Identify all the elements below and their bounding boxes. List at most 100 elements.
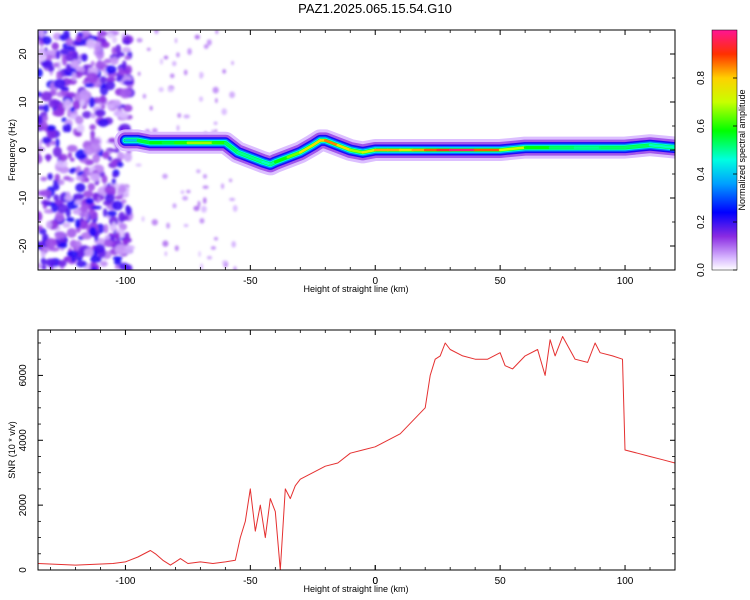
noise-speckle — [92, 153, 101, 164]
noise-speckle — [54, 231, 66, 241]
noise-speckle — [90, 205, 102, 210]
noise-speckle — [41, 264, 47, 270]
noise-speckle — [58, 241, 68, 249]
noise-speckle — [52, 146, 62, 158]
noise-speckle — [105, 77, 117, 82]
noise-speckle — [176, 125, 180, 132]
ridge-segment — [623, 143, 652, 149]
noise-speckle — [56, 71, 62, 77]
noise-speckle — [232, 204, 238, 212]
noise-speckle — [115, 257, 121, 263]
noise-speckle — [68, 168, 76, 174]
noise-speckle — [120, 88, 132, 98]
noise-speckle — [137, 71, 141, 76]
noise-speckle — [228, 178, 233, 183]
noise-speckle — [40, 176, 48, 182]
noise-speckle — [52, 181, 60, 191]
noise-speckle — [38, 154, 43, 164]
noise-speckle — [99, 75, 107, 84]
noise-speckle — [66, 92, 76, 98]
y-tick-label: 0 — [18, 147, 29, 153]
noise-speckle — [199, 218, 205, 224]
noise-speckle — [71, 71, 77, 81]
noise-speckle — [112, 36, 118, 44]
noise-speckle — [94, 244, 105, 253]
noise-speckle — [51, 42, 59, 51]
noise-speckle — [84, 210, 89, 221]
noise-speckle — [215, 98, 218, 104]
noise-speckle — [75, 115, 84, 125]
noise-speckle — [99, 95, 107, 104]
noise-speckle — [118, 69, 126, 76]
ridge-segment — [648, 143, 675, 149]
ridge-segment — [274, 155, 290, 164]
noise-speckle — [206, 255, 213, 260]
noise-speckle — [203, 44, 209, 50]
noise-speckle — [74, 131, 83, 137]
noise-speckle — [176, 52, 180, 58]
ridge-segment — [286, 151, 302, 159]
noise-speckle — [46, 125, 57, 132]
noise-speckle — [99, 260, 108, 267]
noise-speckle — [75, 35, 82, 43]
noise-speckle — [42, 36, 52, 45]
ridge-segment — [261, 160, 272, 166]
noise-speckle — [202, 185, 209, 189]
noise-speckle — [38, 68, 43, 78]
ridge — [114, 129, 675, 176]
noise-speckle — [93, 192, 99, 202]
noise-speckle — [123, 152, 133, 163]
noise-speckle — [95, 49, 105, 60]
noise-speckle — [113, 148, 120, 153]
noise-speckle — [222, 260, 227, 265]
noise-speckle — [44, 49, 56, 56]
noise-speckle — [45, 220, 52, 229]
noise-speckle — [104, 185, 117, 195]
x-tick-label: 50 — [495, 576, 507, 587]
noise-speckle — [67, 152, 73, 159]
noise-speckle — [38, 262, 42, 269]
noise-speckle — [46, 128, 57, 140]
noise-speckle — [40, 257, 47, 266]
noise-speckle — [74, 209, 82, 215]
colorbar-tick-label: 0.2 — [696, 215, 707, 229]
noise-speckle — [84, 247, 94, 257]
noise-speckle — [199, 96, 204, 102]
noise-speckle — [141, 216, 145, 222]
colorbar-label: Normalized spectral amplitude — [737, 89, 747, 210]
x-tick-label: -100 — [115, 576, 135, 587]
noise-speckle — [122, 80, 134, 86]
noise-speckle — [158, 87, 164, 93]
y-tick-label: 2000 — [18, 494, 29, 517]
noise-speckle — [200, 263, 204, 270]
noise-speckle — [107, 137, 117, 144]
noise-speckle — [111, 100, 122, 108]
y-tick-label: 4000 — [18, 429, 29, 452]
noise-speckle — [110, 57, 119, 65]
noise-speckle — [124, 55, 131, 61]
noise-speckle — [174, 245, 179, 252]
noise-speckle — [221, 108, 227, 116]
noise-speckle — [122, 39, 131, 45]
x-tick-label: 50 — [495, 276, 507, 287]
noise-speckle — [167, 87, 174, 93]
noise-speckle — [58, 153, 68, 162]
noise-speckle — [215, 30, 219, 34]
noise-speckle — [212, 86, 219, 94]
noise-speckle — [183, 114, 190, 119]
noise-speckle — [103, 223, 109, 234]
noise-speckle — [97, 118, 109, 127]
noise-speckle — [103, 208, 108, 218]
colorbar-tick-label: 0.0 — [696, 263, 707, 277]
y-tick-label: 10 — [18, 96, 29, 108]
noise-speckle — [65, 207, 71, 218]
noise-speckle — [66, 63, 71, 73]
y-tick-label: -10 — [18, 190, 29, 205]
noise-speckle — [169, 73, 175, 79]
noise-speckle — [149, 105, 153, 111]
ridge-segment — [249, 155, 265, 164]
noise-speckle — [86, 38, 96, 49]
noise-speckle — [42, 115, 49, 122]
